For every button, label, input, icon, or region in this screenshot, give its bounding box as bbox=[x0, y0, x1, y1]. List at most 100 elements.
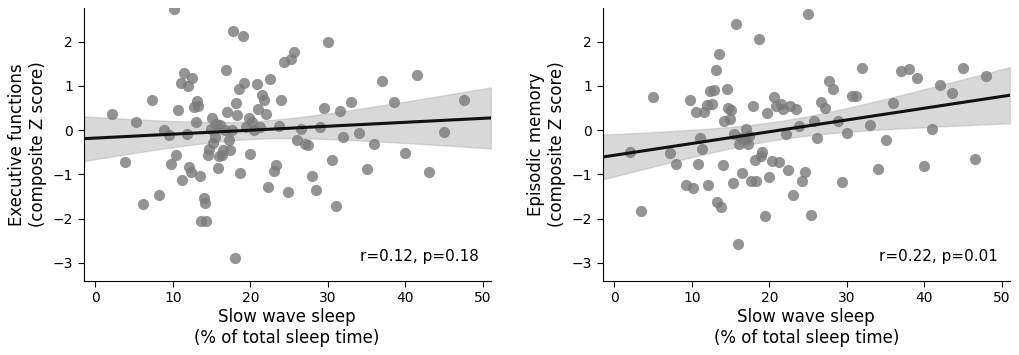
Point bbox=[633, 208, 649, 214]
Point bbox=[232, 170, 249, 176]
Point bbox=[710, 51, 727, 57]
Point bbox=[824, 86, 841, 92]
Point bbox=[304, 173, 320, 179]
Point bbox=[782, 103, 798, 109]
Point bbox=[682, 97, 698, 102]
Point bbox=[774, 106, 791, 112]
Point bbox=[753, 149, 769, 155]
Point bbox=[265, 169, 281, 174]
Point bbox=[923, 126, 940, 132]
Point bbox=[161, 132, 177, 138]
Point bbox=[219, 110, 235, 115]
Point bbox=[180, 83, 197, 89]
Point bbox=[869, 166, 886, 172]
Point bbox=[943, 91, 959, 96]
Point bbox=[260, 184, 276, 190]
Point bbox=[194, 218, 210, 224]
Point bbox=[178, 131, 195, 137]
Point bbox=[752, 154, 768, 159]
Point bbox=[741, 133, 757, 139]
Point bbox=[240, 115, 257, 120]
Point bbox=[715, 118, 732, 124]
Point bbox=[966, 156, 982, 162]
Point bbox=[273, 98, 289, 103]
Point bbox=[808, 135, 824, 141]
Point bbox=[739, 141, 755, 147]
Point bbox=[212, 122, 228, 128]
Point bbox=[799, 12, 815, 17]
Point bbox=[205, 140, 221, 146]
Point bbox=[703, 102, 719, 107]
Point bbox=[687, 109, 703, 115]
Point bbox=[802, 212, 818, 218]
Point bbox=[847, 93, 863, 99]
Point bbox=[701, 88, 717, 94]
Point bbox=[135, 201, 151, 206]
Point bbox=[331, 109, 347, 114]
Point bbox=[165, 6, 181, 12]
Point bbox=[180, 164, 197, 170]
Point bbox=[342, 99, 359, 105]
Point bbox=[796, 170, 812, 175]
Point bbox=[116, 159, 132, 165]
Point bbox=[167, 152, 183, 158]
Point bbox=[223, 127, 239, 133]
Point bbox=[931, 82, 948, 88]
Point bbox=[812, 99, 828, 105]
Point bbox=[144, 97, 160, 103]
Point bbox=[279, 190, 296, 195]
Point bbox=[698, 102, 714, 108]
Point bbox=[163, 161, 179, 167]
Point bbox=[717, 87, 734, 92]
Point bbox=[230, 86, 247, 91]
Point bbox=[234, 33, 251, 39]
Point bbox=[915, 163, 931, 169]
Point bbox=[319, 39, 335, 44]
Point bbox=[780, 167, 796, 173]
Point bbox=[772, 102, 789, 107]
Point bbox=[876, 137, 893, 143]
Point bbox=[736, 137, 752, 142]
Point bbox=[262, 77, 278, 82]
Point bbox=[213, 152, 229, 158]
Point bbox=[756, 213, 772, 219]
Point bbox=[769, 159, 786, 164]
Point bbox=[884, 100, 901, 106]
Point bbox=[208, 121, 224, 126]
Point bbox=[747, 178, 763, 184]
Y-axis label: Episodic memory
(composite Z score): Episodic memory (composite Z score) bbox=[527, 62, 566, 228]
Point bbox=[151, 192, 167, 198]
Point bbox=[216, 128, 232, 133]
Point bbox=[258, 111, 274, 116]
Point bbox=[734, 170, 750, 176]
Point bbox=[732, 135, 748, 141]
Point bbox=[127, 120, 144, 125]
Point bbox=[719, 105, 736, 110]
Point bbox=[396, 151, 413, 156]
Point bbox=[249, 81, 265, 87]
Point bbox=[366, 141, 382, 147]
Point bbox=[203, 115, 219, 121]
Point bbox=[252, 124, 268, 130]
Point bbox=[190, 103, 206, 109]
Point bbox=[229, 113, 246, 118]
Point bbox=[225, 28, 242, 34]
Point bbox=[977, 73, 994, 79]
Point bbox=[335, 134, 352, 140]
Point bbox=[285, 49, 302, 55]
Point bbox=[746, 158, 762, 163]
Point bbox=[712, 204, 729, 210]
Point bbox=[838, 130, 854, 136]
Point bbox=[667, 161, 684, 166]
Point bbox=[828, 119, 845, 124]
Point bbox=[189, 98, 205, 104]
Point bbox=[220, 137, 236, 143]
Point bbox=[805, 118, 821, 124]
Point bbox=[206, 135, 222, 140]
Point bbox=[790, 123, 806, 129]
Point bbox=[420, 169, 436, 175]
Point bbox=[227, 100, 244, 105]
Point bbox=[861, 122, 877, 128]
Point bbox=[358, 166, 374, 171]
Point bbox=[268, 162, 284, 168]
